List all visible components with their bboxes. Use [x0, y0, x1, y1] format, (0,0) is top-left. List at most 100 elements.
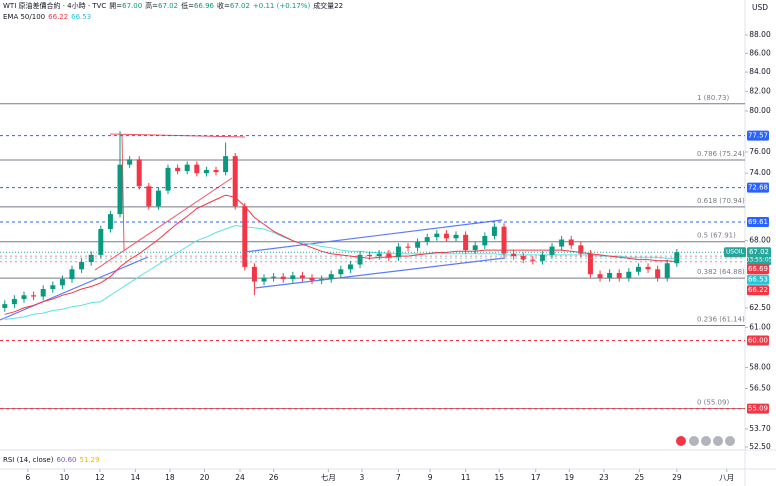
- event-icon: [725, 436, 735, 446]
- x-tick-label: 八月: [719, 473, 734, 482]
- y-tick-label: 58.00: [749, 363, 771, 372]
- y-tick-label: 53.70: [749, 424, 771, 433]
- symbol-badge: [724, 247, 746, 258]
- candle-body: [21, 295, 27, 300]
- trend-line: [121, 133, 125, 251]
- candle-body: [386, 253, 392, 258]
- y-tick-label: 82.00: [749, 86, 771, 95]
- ema-legend: EMA 50/100 66.22 66.53: [3, 13, 91, 21]
- candle-body: [415, 241, 421, 248]
- candle-body: [146, 186, 152, 207]
- rsi-legend-item: 51.29: [80, 456, 100, 464]
- x-tick-label: 20: [200, 473, 210, 482]
- ema-line: [4, 224, 677, 320]
- candle-body: [232, 156, 238, 207]
- candle-body: [271, 276, 277, 278]
- x-tick-label: 26: [269, 473, 279, 482]
- x-tick-label: 9: [428, 473, 433, 482]
- candle-body: [453, 234, 459, 239]
- candle-body: [655, 269, 661, 278]
- candle-body: [376, 253, 382, 257]
- price-badge: [747, 274, 769, 285]
- candle-body: [203, 169, 209, 174]
- channel-line: [244, 219, 503, 253]
- rsi-legend-item: RSI (14, close): [3, 456, 54, 464]
- candle-body: [338, 269, 344, 275]
- candle-body: [155, 190, 161, 207]
- fib-label: 0.5 (67.91): [697, 232, 736, 240]
- x-tick-label: 29: [672, 473, 682, 482]
- price-badge-label: 55.09: [748, 405, 768, 413]
- event-icon: [701, 436, 711, 446]
- x-tick-label: 17: [531, 473, 541, 482]
- candle-body: [117, 164, 123, 215]
- legend-symbol: WTI 原油差價合約 · 4小時 · TVC: [3, 1, 106, 10]
- legend-key: 低=: [181, 1, 194, 10]
- candle-body: [616, 272, 622, 278]
- x-tick-label: 11: [461, 473, 471, 482]
- candle-body: [559, 239, 565, 247]
- candle-body: [328, 274, 334, 280]
- fib-label: 1 (80.73): [697, 94, 729, 102]
- y-tick-label: 74.00: [749, 168, 771, 177]
- candle-body: [11, 299, 17, 305]
- legend: WTI 原油差價合約 · 4小時 · TVC 開=67.00 高=67.02 低=66…: [3, 1, 343, 10]
- y-tick-label: 62.50: [749, 303, 771, 312]
- price-badge-label: 66.22: [748, 286, 768, 294]
- candle-body: [635, 266, 641, 272]
- price-badge: [747, 403, 769, 414]
- drawings: [0, 133, 506, 321]
- x-tick-label: 10: [60, 473, 70, 482]
- fib-label: 0.786 (75.24): [697, 150, 745, 158]
- x-tick-label: 15: [494, 473, 504, 482]
- trend-line: [0, 256, 149, 321]
- candle-body: [213, 169, 219, 173]
- candle-body: [405, 246, 411, 248]
- price-badge: [747, 285, 769, 296]
- event-icon: [676, 436, 686, 446]
- candle-body: [347, 264, 353, 270]
- legend-key: 收=: [217, 1, 230, 10]
- x-tick-label: 6: [25, 473, 30, 482]
- candle-body: [79, 262, 85, 270]
- candle-body: [2, 304, 8, 308]
- legend-value: 66.96: [194, 2, 215, 10]
- candle-body: [367, 254, 373, 257]
- candle-body: [59, 279, 65, 286]
- candle-body: [319, 279, 325, 281]
- candle-body: [69, 269, 75, 280]
- candle-body: [539, 254, 545, 261]
- candle-body: [568, 239, 574, 246]
- legend-value: 67.00: [122, 2, 142, 10]
- candle-body: [607, 272, 613, 278]
- rsi-legend: RSI (14, close) 60.60 51.29: [3, 456, 100, 464]
- last-price-badge: [747, 247, 771, 266]
- candle-body: [597, 274, 603, 278]
- candle-body: [309, 277, 315, 281]
- price-badge-label: 60.00: [748, 336, 768, 344]
- candle-body: [98, 229, 104, 255]
- event-icons: [676, 436, 735, 446]
- legend-value: 67.02: [158, 2, 178, 10]
- y-tick-label: 52.50: [749, 442, 771, 451]
- x-tick-label: 3: [360, 473, 365, 482]
- legend-volume: 成交量22: [313, 1, 343, 10]
- candle-body: [626, 271, 632, 278]
- candle-body: [357, 254, 363, 265]
- price-badge: [747, 335, 769, 346]
- candle-body: [242, 206, 248, 267]
- x-tick-label: 七月: [321, 473, 336, 482]
- candle-body: [664, 263, 670, 278]
- y-tick-label: 61.00: [749, 322, 771, 331]
- candle-body: [31, 295, 37, 297]
- candle-body: [127, 159, 133, 165]
- x-tick-label: 19: [565, 473, 575, 482]
- legend-key: 高=: [145, 1, 158, 10]
- candle-body: [530, 259, 536, 261]
- x-tick-label: 12: [95, 473, 105, 482]
- x-tick-label: 25: [635, 473, 645, 482]
- price-badge: [747, 182, 769, 193]
- fib-label: 0.236 (61.14): [697, 315, 745, 323]
- candle-body: [424, 237, 430, 242]
